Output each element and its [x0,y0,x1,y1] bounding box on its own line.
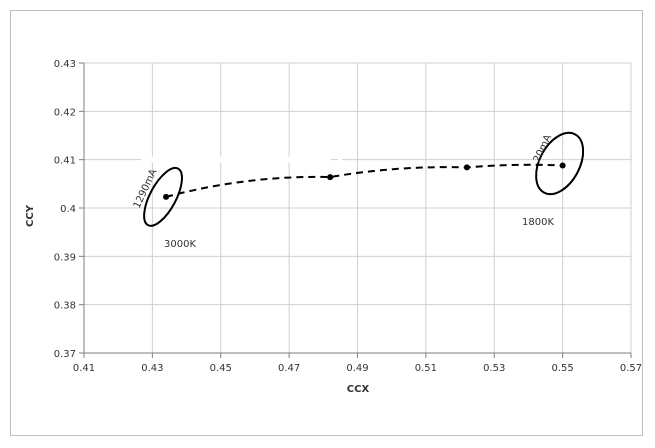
y-axis-title: CCY [25,204,36,227]
ellipses [143,131,585,227]
grid [83,62,632,354]
y-tick-label: 0.37 [54,349,76,360]
gridline-gap [338,156,342,163]
ellipse-3000k [143,166,183,227]
y-tick-label: 0.38 [54,301,76,312]
x-tick-label: 0.47 [278,363,300,374]
x-tick-label: 0.41 [73,363,95,374]
axes: 0.41 0.43 0.45 0.47 0.49 0.51 0.53 0.55 0.570.43… [54,59,642,374]
chart-frame: 0.41 0.43 0.45 0.47 0.49 0.51 0.53 0.55 0.57 0.43… [10,10,643,436]
x-tick-label: 0.51 [415,363,437,374]
x-axis-title: CCX [347,384,370,395]
data-point [163,193,170,200]
ellipse-1800k [535,131,585,196]
data-point [463,164,470,171]
data-point [559,162,566,169]
x-tick-label: 0.49 [346,363,368,374]
series [163,162,566,200]
series-line [165,163,563,198]
chart-svg: 0.41 0.43 0.45 0.47 0.49 0.51 0.53 0.55 0.570.43… [25,59,642,395]
x-tick-label: 0.57 [620,363,642,374]
x-tick-label: 0.55 [551,363,573,374]
anno-1800k: 1800K [522,217,554,228]
y-tick-label: 0.39 [54,252,76,263]
x-tick-label: 0.45 [210,363,232,374]
y-tick-label: 0.43 [54,59,76,70]
gridline-gap [141,156,331,163]
x-tick-label: 0.53 [483,363,505,374]
y-tick-label: 0.42 [54,107,76,118]
y-tick-label: 0.41 [54,156,76,167]
y-tick-label: 0.4 [60,204,76,215]
data-point [327,174,334,181]
anno-3000k: 3000K [164,239,196,250]
x-tick-label: 0.43 [141,363,163,374]
